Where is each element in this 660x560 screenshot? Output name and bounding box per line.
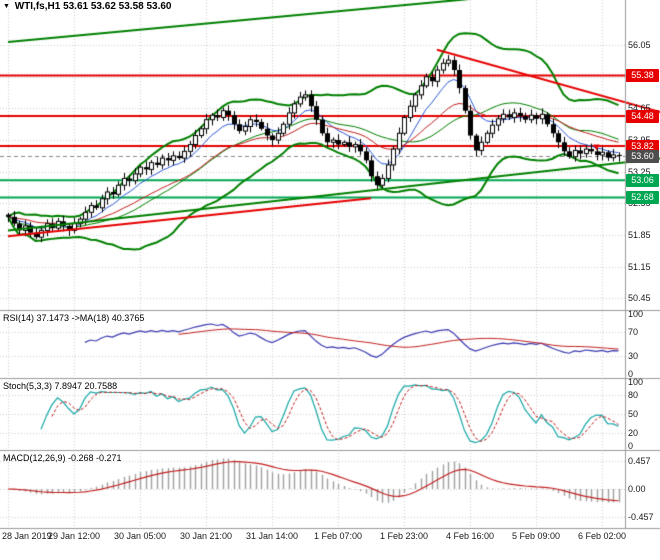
chart-title: ▼ WTI,fs,H1 53.61 53.62 53.58 53.60 xyxy=(3,1,172,12)
macd-title: MACD(12,26,9) -0.268 -0.271 xyxy=(3,453,122,463)
stoch-title: Stoch(5,3,3) 7.8947 20.7588 xyxy=(3,381,118,391)
symbol-name: WTI,fs,H1 xyxy=(14,1,61,12)
symbol-marker-icon: ▼ xyxy=(3,3,10,10)
symbol-quote: 53.61 53.62 53.58 53.60 xyxy=(63,1,172,12)
rsi-title: RSI(14) 37.1473 ->MA(18) 40.3765 xyxy=(3,313,145,323)
